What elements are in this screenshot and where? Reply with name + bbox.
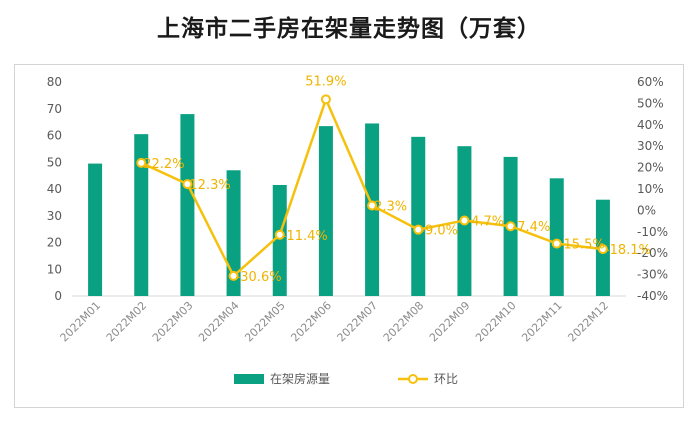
data-label: -4.7% [466, 214, 504, 229]
x-tick-label: 2022M01 [58, 299, 104, 345]
legend-swatch-bar [234, 374, 264, 384]
right-tick-label: 60% [637, 75, 664, 89]
data-label: -9.0% [420, 224, 458, 239]
right-tick-label: 10% [637, 182, 664, 196]
left-tick-label: 20 [47, 236, 62, 250]
left-tick-label: 60 [47, 129, 62, 143]
line-point [597, 244, 608, 255]
left-tick-label: 80 [47, 75, 62, 89]
legend-label-bar: 在架房源量 [270, 371, 330, 386]
x-tick-label: 2022M03 [150, 299, 196, 345]
line-point [136, 157, 147, 168]
chart-title: 上海市二手房在架量走势图（万套） [157, 16, 541, 42]
data-label: -7.4% [513, 220, 551, 235]
bar [549, 178, 564, 296]
data-label: 2.3% [374, 199, 407, 214]
data-label: 22.2% [143, 157, 184, 172]
x-tick-label: 2022M11 [519, 299, 565, 345]
data-label: 12.3% [189, 178, 230, 193]
legend-label-line: 环比 [434, 372, 458, 386]
left-tick-label: 0 [54, 289, 62, 303]
bar [88, 163, 103, 296]
right-tick-label: 20% [637, 161, 664, 175]
x-tick-label: 2022M04 [196, 299, 242, 345]
left-tick-label: 10 [47, 262, 62, 276]
right-tick-label: -30% [637, 268, 668, 282]
x-tick-label: 2022M05 [242, 299, 288, 345]
line-point [367, 200, 378, 211]
data-label: -30.6% [236, 270, 282, 285]
right-tick-label: -20% [637, 246, 668, 260]
line-point [459, 215, 470, 226]
right-axis-ticks: -40% -30% -20% -10% 0% 10% 20% 30% 40% 50% 60% [637, 75, 668, 303]
legend: 在架房源量 环比 [234, 371, 458, 386]
bar-series [88, 114, 610, 297]
x-tick-label: 2022M07 [335, 299, 381, 345]
data-label: -11.4% [282, 229, 328, 244]
line-point [320, 94, 331, 105]
line-point [228, 270, 239, 281]
line-point [505, 221, 516, 232]
left-axis-ticks: 0 10 20 30 40 50 60 70 80 [47, 75, 62, 303]
line-series [136, 94, 608, 281]
bar [134, 134, 149, 296]
bar [318, 126, 333, 296]
right-tick-label: 50% [637, 96, 664, 110]
data-label: 51.9% [305, 74, 346, 89]
left-tick-label: 30 [47, 209, 62, 223]
right-tick-label: 30% [637, 139, 664, 153]
x-tick-label: 2022M12 [565, 299, 611, 345]
left-tick-label: 50 [47, 155, 62, 169]
line-point [274, 229, 285, 240]
x-tick-label: 2022M09 [427, 299, 473, 345]
bar [226, 170, 241, 296]
line-data-labels: 22.2% 12.3% -30.6% -11.4% 51.9% 2.3% -9.0% -4.7… [143, 74, 651, 285]
x-tick-label: 2022M10 [473, 299, 519, 345]
left-tick-label: 40 [47, 182, 62, 196]
right-tick-label: 0% [637, 203, 656, 217]
x-tick-label: 2022M02 [104, 299, 150, 345]
chart-frame [14, 64, 684, 408]
bar [272, 184, 287, 296]
data-label: -18.1% [605, 243, 651, 258]
line-point [182, 179, 193, 190]
bar [411, 136, 426, 296]
x-axis-ticks: 2022M01 2022M02 2022M03 2022M04 2022M05 2022M… [58, 299, 611, 345]
legend-swatch-point [408, 374, 418, 384]
data-label: -15.5% [559, 238, 605, 253]
line-point [551, 238, 562, 249]
bar [180, 114, 195, 296]
right-tick-label: 40% [637, 118, 664, 132]
right-tick-label: -10% [637, 225, 668, 239]
right-tick-label: -40% [637, 289, 668, 303]
x-tick-label: 2022M08 [381, 299, 427, 345]
x-tick-label: 2022M06 [288, 299, 334, 345]
left-tick-label: 70 [47, 102, 62, 116]
line-point [413, 224, 424, 235]
